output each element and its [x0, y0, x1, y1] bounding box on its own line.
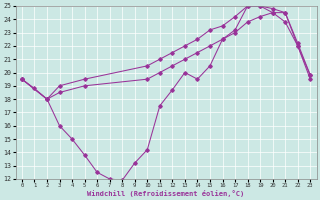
- X-axis label: Windchill (Refroidissement éolien,°C): Windchill (Refroidissement éolien,°C): [87, 190, 245, 197]
